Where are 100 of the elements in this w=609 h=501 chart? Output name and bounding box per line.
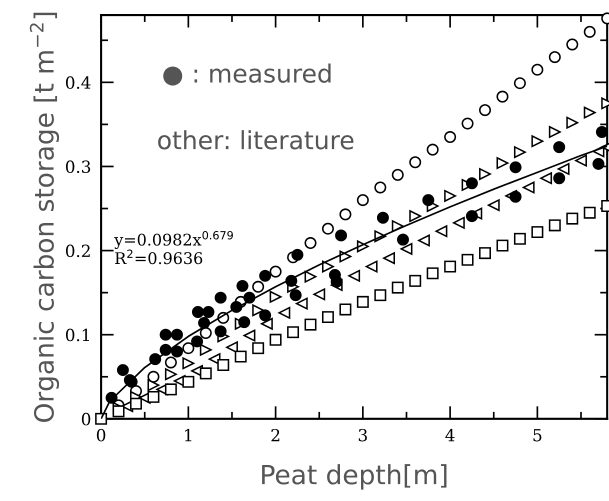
point <box>214 325 227 338</box>
x-tick-label: 5 <box>533 429 542 442</box>
point <box>409 156 422 168</box>
point <box>531 64 544 76</box>
annotation: ● : measured <box>163 64 331 86</box>
x-tick-label: 1 <box>185 428 192 442</box>
point <box>330 276 343 288</box>
x-tick-label: 3 <box>358 428 367 442</box>
y-tick-label: 0.4 <box>66 76 91 89</box>
point <box>374 182 386 194</box>
point <box>214 292 227 304</box>
point <box>592 158 604 170</box>
point <box>392 168 404 181</box>
point <box>426 144 439 156</box>
point <box>192 306 204 318</box>
point <box>290 289 302 302</box>
point <box>130 398 142 410</box>
point <box>252 304 264 316</box>
point <box>466 210 478 222</box>
point <box>182 342 194 354</box>
point <box>479 168 491 180</box>
point <box>348 270 360 282</box>
point <box>566 38 578 50</box>
point <box>243 330 256 342</box>
point <box>270 290 282 303</box>
point <box>304 270 316 283</box>
point <box>147 390 160 403</box>
point <box>409 274 422 287</box>
point <box>531 135 544 148</box>
point <box>259 309 272 322</box>
point <box>171 328 183 341</box>
point <box>296 298 308 310</box>
annotation: other: literature <box>158 130 354 150</box>
point <box>200 344 212 356</box>
point <box>466 177 478 190</box>
x-axis-title: Peat depth[m] <box>262 464 446 490</box>
point <box>182 357 194 370</box>
point <box>95 412 108 425</box>
point <box>147 370 160 383</box>
point <box>191 335 204 348</box>
point <box>418 234 430 246</box>
point <box>397 234 409 246</box>
point <box>160 328 172 341</box>
point <box>147 379 160 392</box>
point <box>322 311 334 324</box>
y-tick-label: 0.2 <box>66 244 90 258</box>
point <box>226 341 238 354</box>
point <box>164 368 177 380</box>
annotation: y=0.0982x$^{0.679}$ <box>114 231 233 249</box>
point <box>238 316 250 328</box>
point <box>252 280 264 293</box>
point <box>444 131 456 143</box>
point <box>270 266 282 278</box>
point <box>376 212 389 224</box>
point <box>236 280 248 292</box>
point <box>426 267 439 280</box>
point <box>444 190 456 202</box>
point <box>496 90 508 103</box>
point <box>164 383 177 396</box>
point <box>510 190 522 203</box>
point <box>322 222 334 235</box>
point <box>522 182 535 194</box>
point <box>409 210 422 222</box>
point <box>171 346 183 358</box>
y-tick-label: 0 <box>82 412 90 426</box>
point <box>510 161 522 174</box>
x-tick-label: 2 <box>271 428 280 442</box>
point <box>558 163 570 175</box>
x-tick-label: 0 <box>96 428 106 442</box>
point <box>548 126 561 138</box>
point <box>116 364 129 376</box>
point <box>259 270 272 282</box>
point <box>322 260 334 273</box>
point <box>304 237 316 249</box>
point <box>400 242 412 255</box>
point <box>488 199 500 212</box>
point <box>514 146 526 158</box>
point <box>234 350 247 363</box>
point <box>496 240 508 252</box>
point <box>553 141 566 154</box>
point <box>514 232 526 245</box>
y-tick-label: 0.1 <box>66 328 90 342</box>
point <box>548 219 561 232</box>
point <box>531 226 544 238</box>
annotation: R$^{2}$=0.9636 <box>115 250 202 264</box>
point <box>356 194 369 206</box>
point <box>278 306 290 319</box>
point <box>548 51 561 64</box>
point <box>383 252 396 264</box>
point <box>164 356 177 368</box>
point <box>435 225 448 238</box>
point <box>339 304 352 316</box>
point <box>200 367 212 380</box>
point <box>584 106 596 119</box>
point <box>422 194 434 206</box>
point <box>596 126 608 138</box>
point <box>444 260 456 273</box>
point <box>339 208 352 220</box>
point <box>182 376 194 388</box>
point <box>479 104 491 116</box>
